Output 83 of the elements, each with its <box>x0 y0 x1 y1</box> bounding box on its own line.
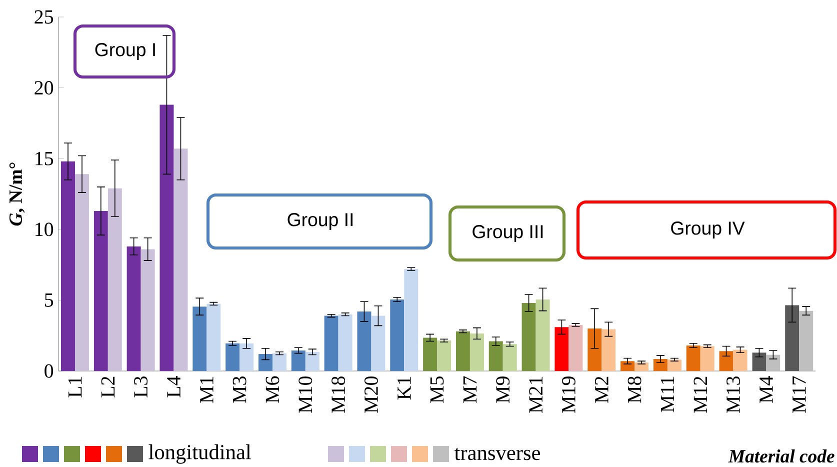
bar <box>126 246 141 371</box>
bar <box>719 351 734 371</box>
bar <box>470 333 484 371</box>
annotation: Group II <box>288 213 352 230</box>
x-tick-label: M5 <box>430 376 444 403</box>
x-tick-label: M12 <box>694 376 707 413</box>
x-tick-label: M19 <box>562 376 576 413</box>
bar <box>174 148 188 371</box>
x-tick-label: M17 <box>792 376 806 413</box>
bar <box>456 331 470 371</box>
bar <box>324 316 338 371</box>
bar <box>75 174 89 371</box>
bar <box>653 358 668 371</box>
bar <box>192 306 207 371</box>
bar <box>588 328 602 371</box>
x-tick-label: M1 <box>200 376 214 403</box>
x-tick-label: M10 <box>298 376 312 413</box>
y-tick-label: 25 <box>34 10 54 24</box>
legend-label: transverse <box>454 448 540 460</box>
x-tick-label: M3 <box>232 376 246 403</box>
x-tick-label: M6 <box>266 376 280 403</box>
annotation: Group III <box>472 225 543 242</box>
x-tick-label: M7 <box>463 376 477 403</box>
bar <box>61 161 75 371</box>
bar <box>206 304 221 371</box>
bar <box>291 350 306 371</box>
annotation: Group I <box>95 43 155 60</box>
y-tick-label: 5 <box>45 294 54 307</box>
bar <box>437 340 452 371</box>
y-tick-label: 0 <box>44 364 54 378</box>
y-tick-label: 15 <box>36 152 54 166</box>
bar <box>733 350 748 371</box>
bar <box>634 362 649 371</box>
bar <box>338 314 352 371</box>
bar <box>258 354 272 371</box>
bar <box>240 343 254 371</box>
x-tick-label: L4 <box>167 376 180 398</box>
x-tick-label: M13 <box>726 376 740 413</box>
bar <box>785 305 800 371</box>
annotation: Group IV <box>671 222 745 238</box>
bar <box>390 299 404 371</box>
bar <box>686 346 700 371</box>
x-tick-label: K1 <box>398 376 411 400</box>
x-tick-label: M11 <box>660 376 674 412</box>
y-tick-label: 20 <box>34 81 54 95</box>
bar <box>554 327 569 371</box>
bar <box>502 344 517 371</box>
bar <box>667 360 682 371</box>
bar <box>700 346 714 371</box>
bar <box>568 324 583 371</box>
bar <box>752 352 766 371</box>
bar <box>357 312 372 371</box>
bar <box>522 303 536 371</box>
x-tick-label: M8 <box>628 376 642 403</box>
bar <box>404 269 418 371</box>
x-tick-label: M21 <box>529 376 542 413</box>
legend-label: longitudinal <box>148 444 251 464</box>
bar <box>305 352 320 371</box>
bar <box>94 210 108 371</box>
bar <box>536 299 550 371</box>
bar <box>140 249 155 371</box>
y-tick-label: 10 <box>36 222 54 236</box>
bar <box>371 316 386 371</box>
x-tick-label: M4 <box>760 376 773 403</box>
x-tick-label: L1 <box>68 376 82 398</box>
x-tick-label: L2 <box>101 376 115 398</box>
bar <box>423 338 438 371</box>
bar <box>160 104 174 371</box>
x-tick-label: L3 <box>134 376 148 398</box>
bar <box>272 353 286 371</box>
bar <box>602 329 616 371</box>
y-axis-title: G, N/m° <box>9 162 25 226</box>
bar <box>799 310 814 371</box>
x-tick-label: M20 <box>364 376 378 413</box>
bar <box>108 188 122 371</box>
x-tick-label: M18 <box>332 376 346 413</box>
bar <box>620 361 635 371</box>
bar <box>488 341 503 371</box>
bar <box>226 343 240 371</box>
x-tick-label: M2 <box>595 376 608 403</box>
bar <box>766 354 780 371</box>
x-axis-title: Material code <box>728 449 834 463</box>
x-tick-label: M9 <box>496 376 510 403</box>
